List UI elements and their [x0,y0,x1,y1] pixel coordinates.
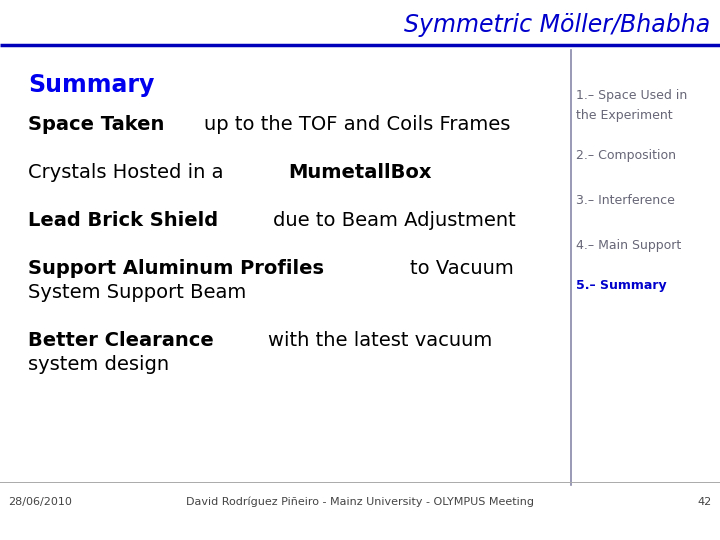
Text: 1.– Space Used in: 1.– Space Used in [576,89,688,102]
Text: system design: system design [28,354,169,374]
Text: Crystals Hosted in a: Crystals Hosted in a [28,163,230,181]
Text: up to the TOF and Coils Frames: up to the TOF and Coils Frames [204,116,510,134]
Text: due to Beam Adjustment: due to Beam Adjustment [274,211,516,229]
Text: 4.– Main Support: 4.– Main Support [576,239,681,252]
Text: Support Aluminum Profiles: Support Aluminum Profiles [28,259,324,278]
Text: 42: 42 [698,497,712,507]
Text: 2.– Composition: 2.– Composition [576,148,676,161]
Text: the Experiment: the Experiment [576,109,672,122]
Text: MumetallBox: MumetallBox [288,163,432,181]
Text: 3.– Interference: 3.– Interference [576,193,675,206]
Text: David Rodríguez Piñeiro - Mainz University - OLYMPUS Meeting: David Rodríguez Piñeiro - Mainz Universi… [186,497,534,507]
Text: Space Taken: Space Taken [28,116,164,134]
Text: to Vacuum: to Vacuum [410,259,513,278]
Text: Summary: Summary [28,73,154,97]
Text: Lead Brick Shield: Lead Brick Shield [28,211,218,229]
Text: System Support Beam: System Support Beam [28,282,246,301]
Text: 5.– Summary: 5.– Summary [576,279,667,292]
Text: 28/06/2010: 28/06/2010 [8,497,72,507]
Text: Symmetric Möller/Bhabha: Symmetric Möller/Bhabha [404,13,710,37]
Text: with the latest vacuum: with the latest vacuum [268,330,492,349]
Text: Better Clearance: Better Clearance [28,330,214,349]
